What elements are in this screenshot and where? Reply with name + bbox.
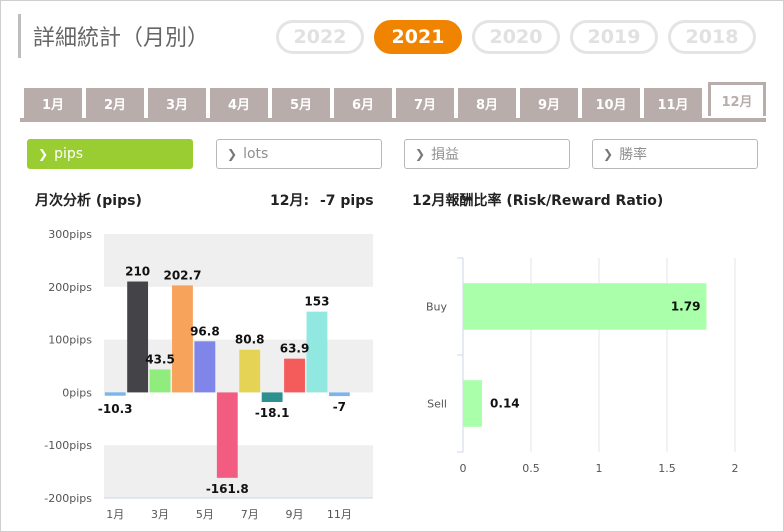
chart-bar [328, 392, 350, 397]
x-tick-label: 11月 [327, 508, 352, 521]
monthly-pips-chart: 300pips 200pips 100pips 0pips -100pips -200pi… [44, 228, 373, 521]
x-tick-label: 9月 [286, 508, 304, 521]
page-title: 詳細統計（月別） [33, 26, 210, 51]
title-bar: 詳細統計（月別） [18, 14, 209, 58]
metric-button-lots[interactable]: ❯ lots [216, 139, 382, 169]
metric-button-profit[interactable]: ❯ 損益 [404, 139, 570, 169]
summary-value: -7 pips [319, 193, 374, 209]
data-label: 202.7 [163, 268, 201, 282]
data-label: -161.8 [206, 482, 249, 496]
grid-band [104, 339, 373, 393]
metric-label: lots [243, 146, 269, 162]
x-tick-label: 1.5 [658, 462, 676, 475]
year-button-active[interactable]: 2021 [374, 20, 462, 54]
x-tick-label: 5月 [196, 508, 214, 521]
data-label: 210 [125, 265, 150, 279]
y-tick-label: 200pips [48, 281, 92, 294]
tab-month-6[interactable]: 6月 [334, 88, 392, 118]
metric-label: pips [54, 146, 84, 162]
metric-button-pips[interactable]: ❯ pips [27, 139, 193, 169]
data-label: -18.1 [255, 406, 290, 420]
data-label: -7 [333, 400, 346, 414]
x-tick-label: 1 [596, 462, 603, 475]
data-label: 153 [304, 295, 329, 309]
tab-month-7[interactable]: 7月 [396, 88, 454, 118]
y-tick-label: -200pips [44, 492, 92, 505]
chart-bar [463, 380, 483, 427]
x-tick-label: 1月 [106, 508, 124, 521]
y-tick-label: 0pips [62, 386, 92, 399]
tab-month-9[interactable]: 9月 [520, 88, 578, 118]
chart-bar [239, 349, 261, 393]
tab-month-12[interactable]: 12月 [708, 82, 766, 116]
chart-bar [284, 358, 305, 393]
year-button[interactable]: 2018 [668, 20, 756, 54]
x-tick-label: 0.5 [522, 462, 540, 475]
x-tick-label: 2 [732, 462, 739, 475]
metric-button-winrate[interactable]: ❯ 勝率 [592, 139, 758, 169]
metric-label: 勝率 [619, 147, 648, 163]
year-selector: 2022 2021 2020 2019 2018 [276, 20, 756, 54]
year-button[interactable]: 2020 [472, 20, 560, 54]
year-button[interactable]: 2019 [570, 20, 658, 54]
x-tick-label: 0 [460, 462, 467, 475]
y-tick-label: 300pips [48, 228, 92, 241]
chart-bar [104, 392, 126, 396]
chevron-right-icon: ❯ [415, 147, 426, 161]
tab-month-3[interactable]: 3月 [148, 88, 206, 118]
chart-bar [261, 392, 283, 402]
tab-month-11[interactable]: 11月 [644, 88, 702, 118]
chevron-right-icon: ❯ [227, 147, 238, 161]
monthly-summary: 12月: -7 pips [270, 190, 374, 210]
chart-bar [127, 281, 149, 393]
y-category-label: Sell [427, 398, 447, 411]
chart-bar [172, 285, 193, 393]
data-label: 96.8 [190, 324, 220, 338]
risk-reward-chart: 0 0.5 1 1.5 2 Buy 1.79 Sell 0.14 [426, 257, 739, 475]
summary-label: 12月: [270, 193, 310, 209]
data-label: 63.9 [280, 342, 310, 356]
x-tick-label: 3月 [151, 508, 169, 521]
y-category-label: Buy [426, 301, 448, 314]
chart-bar [194, 341, 216, 393]
chart-bar [463, 283, 707, 330]
monthly-chart-title: 月次分析 (pips) [35, 193, 142, 209]
year-button[interactable]: 2022 [276, 20, 364, 54]
tab-month-1[interactable]: 1月 [24, 88, 82, 118]
tab-month-5[interactable]: 5月 [272, 88, 330, 118]
metric-label: 損益 [431, 147, 460, 163]
chart-bar [306, 311, 328, 393]
grid-band [104, 445, 373, 498]
data-label: 0.14 [490, 397, 520, 411]
grid-band [104, 234, 373, 287]
month-tabs: 1月 2月 3月 4月 5月 6月 7月 8月 9月 10月 11月 12月 [20, 82, 766, 122]
ratio-chart-title: 12月報酬比率 (Risk/Reward Ratio) [412, 193, 664, 209]
y-tick-label: -100pips [44, 439, 92, 452]
chart-bar [216, 392, 238, 478]
chart-bar [149, 369, 171, 393]
tab-month-8[interactable]: 8月 [458, 88, 516, 118]
y-tick-label: 100pips [48, 334, 92, 347]
tab-month-2[interactable]: 2月 [86, 88, 144, 118]
tab-month-4[interactable]: 4月 [210, 88, 268, 118]
data-label: 80.8 [235, 333, 265, 347]
data-label: -10.3 [98, 402, 133, 416]
x-tick-label: 7月 [241, 508, 259, 521]
tab-month-10[interactable]: 10月 [582, 88, 640, 118]
data-label: 43.5 [145, 352, 175, 366]
chevron-right-icon: ❯ [38, 147, 49, 161]
chevron-right-icon: ❯ [603, 147, 614, 161]
data-label: 1.79 [671, 300, 701, 314]
